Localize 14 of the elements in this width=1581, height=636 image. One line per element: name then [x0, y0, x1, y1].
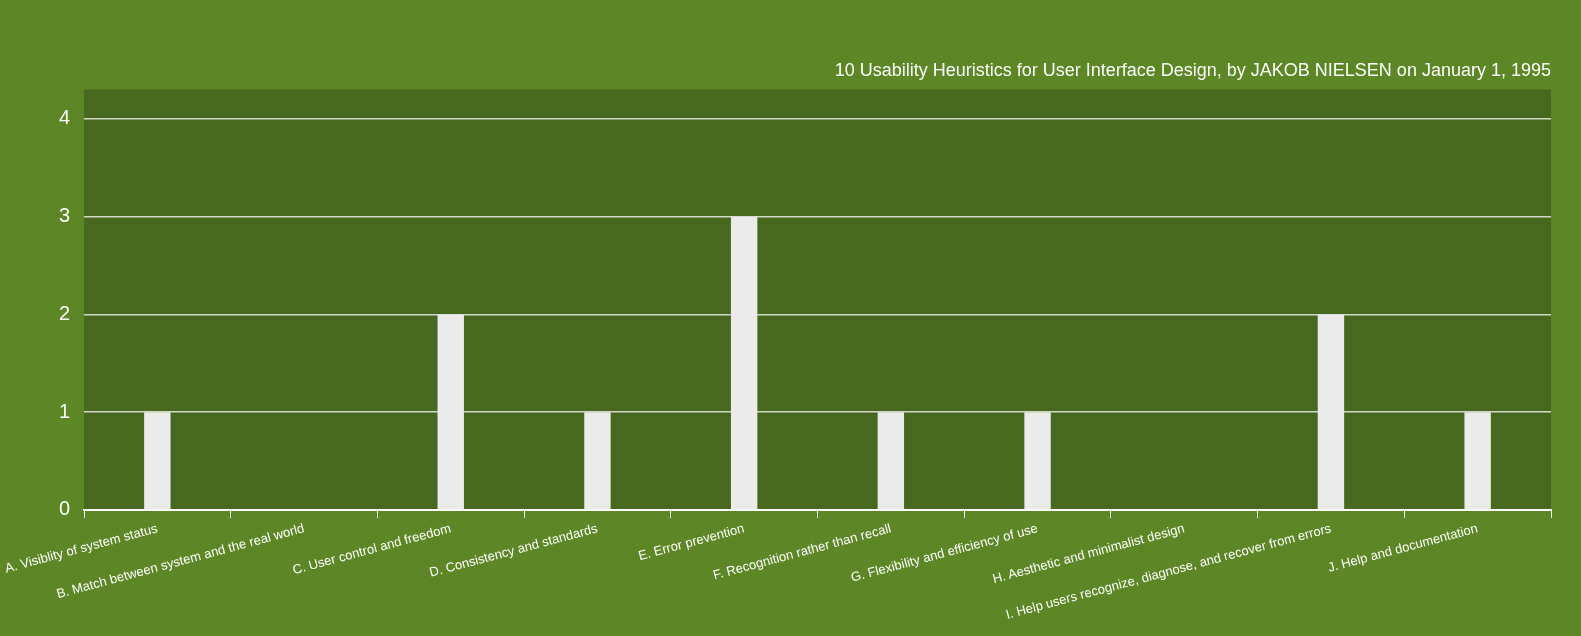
bar [1024, 412, 1051, 510]
bar [1464, 412, 1491, 510]
y-tick-label: 0 [58, 497, 70, 520]
bar [437, 314, 464, 510]
bar [584, 412, 611, 510]
bar [730, 216, 758, 510]
y-tick-label: 4 [58, 106, 70, 129]
y-tick-label: 2 [58, 301, 70, 324]
bar [1317, 314, 1345, 510]
chart-title: 10 Usability Heuristics for User Interface Design, by JAKOB NIELSEN on January 1, 1995 [834, 59, 1551, 80]
bar [144, 412, 171, 510]
y-tick-label: 1 [58, 399, 70, 422]
y-tick-label: 3 [58, 204, 70, 227]
bar [877, 412, 905, 510]
